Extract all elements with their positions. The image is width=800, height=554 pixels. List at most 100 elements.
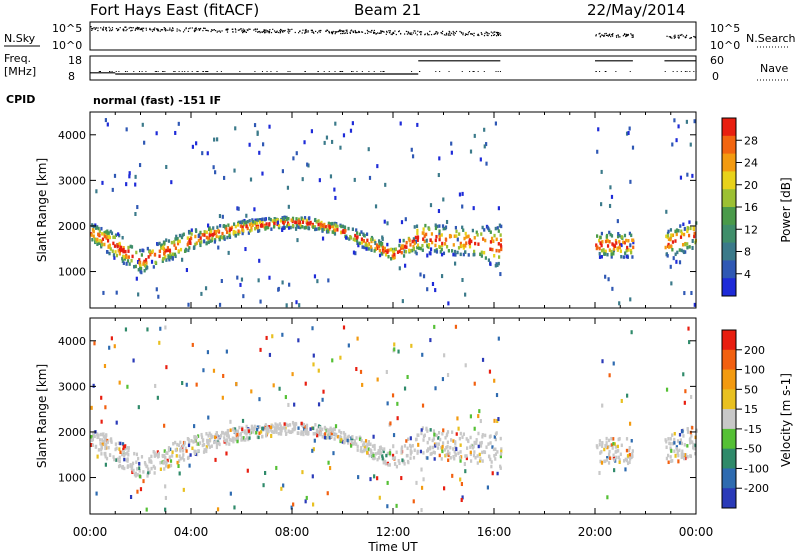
nsky-point	[157, 30, 160, 32]
echo-cell	[631, 454, 634, 458]
echo-cell	[126, 457, 129, 461]
echo-cell	[496, 263, 499, 268]
echo-cell	[92, 383, 95, 388]
nave-point	[323, 71, 325, 72]
nsky-point	[248, 28, 250, 30]
echo-cell	[197, 442, 200, 446]
echo-cell	[303, 427, 306, 431]
echo-cell	[115, 253, 118, 258]
echo-cell	[138, 461, 141, 466]
echo-cell	[387, 248, 390, 253]
echo-cell	[409, 249, 412, 253]
echo-cell	[484, 433, 487, 438]
echo-cell	[171, 256, 174, 260]
nave-point	[339, 71, 341, 72]
echo-cell	[473, 426, 476, 431]
echo-cell	[270, 434, 273, 439]
freq-panel	[89, 55, 697, 81]
echo-cell	[275, 430, 278, 434]
echo-cell	[285, 303, 288, 308]
echo-cell	[401, 458, 404, 462]
echo-cell	[258, 220, 262, 224]
nsky-point	[441, 30, 444, 33]
echo-cell	[269, 217, 272, 222]
echo-cell	[100, 242, 104, 247]
nsky-point	[420, 33, 422, 36]
echo-cell	[122, 447, 125, 452]
echo-cell	[439, 437, 442, 442]
echo-cell	[616, 444, 619, 449]
echo-cell	[674, 229, 677, 234]
nsky-point	[500, 34, 502, 36]
echo-cell	[101, 180, 104, 185]
echo-cell	[624, 457, 627, 462]
nave-point	[695, 71, 697, 72]
echo-cell	[161, 453, 164, 458]
echo-cell	[182, 453, 185, 457]
echo-cell	[494, 447, 497, 452]
echo-cell	[367, 447, 370, 451]
nsky-point	[202, 30, 204, 32]
nsky-point	[130, 30, 132, 32]
echo-cell	[349, 128, 353, 133]
echo-cell	[132, 358, 135, 363]
echo-cell	[614, 450, 617, 454]
echo-cell	[206, 151, 209, 156]
nsky-point	[352, 30, 354, 32]
echo-cell	[351, 435, 354, 439]
echo-cell	[320, 220, 323, 225]
nave-point	[202, 71, 204, 72]
echo-cell	[340, 224, 343, 229]
beam-title: Beam 21	[354, 1, 421, 19]
nsky-point	[448, 30, 450, 33]
power-panel-bg	[90, 112, 696, 308]
echo-cell	[448, 451, 451, 456]
echo-cell	[139, 264, 142, 268]
nsky-point	[355, 31, 357, 33]
echo-cell	[244, 220, 247, 225]
echo-cell	[384, 248, 387, 253]
nsky-point	[122, 28, 124, 30]
echo-cell	[378, 495, 381, 500]
echo-cell	[160, 246, 163, 250]
nsky-point	[331, 32, 333, 34]
echo-cell	[438, 156, 441, 161]
echo-cell	[104, 405, 107, 410]
echo-cell	[455, 234, 458, 238]
nsky-point	[599, 35, 602, 37]
echo-cell	[618, 301, 621, 306]
echo-cell	[331, 358, 334, 363]
echo-cell	[409, 452, 412, 456]
nsky-point	[417, 30, 419, 32]
echo-cell	[289, 225, 292, 230]
nsky-point	[187, 30, 190, 32]
echo-cell	[419, 246, 422, 251]
echo-cell	[216, 507, 220, 512]
echo-cell	[669, 437, 672, 441]
echo-cell	[613, 442, 616, 446]
echo-cell	[459, 477, 462, 482]
echo-cell	[484, 238, 487, 243]
echo-cell	[317, 219, 320, 223]
nave-point	[162, 71, 164, 72]
echo-cell	[185, 449, 188, 453]
echo-cell	[141, 122, 144, 127]
echo-cell	[258, 258, 261, 263]
nsky-point	[493, 34, 496, 36]
colorbar-segment	[722, 260, 736, 279]
nsky-point	[259, 32, 261, 34]
echo-cell	[670, 245, 673, 249]
echo-cell	[317, 368, 320, 373]
echo-cell	[607, 438, 611, 443]
echo-cell	[201, 443, 204, 448]
echo-cell	[139, 267, 143, 271]
colorbar-tick-label: 4	[744, 268, 751, 281]
echo-cell	[181, 456, 184, 460]
echo-cell	[197, 434, 200, 438]
echo-cell	[256, 225, 259, 230]
nsky-point	[336, 31, 338, 33]
x-axis-label: Time UT	[367, 540, 418, 554]
nave-point	[689, 71, 691, 72]
nave-point	[289, 71, 291, 72]
echo-cell	[104, 446, 107, 451]
